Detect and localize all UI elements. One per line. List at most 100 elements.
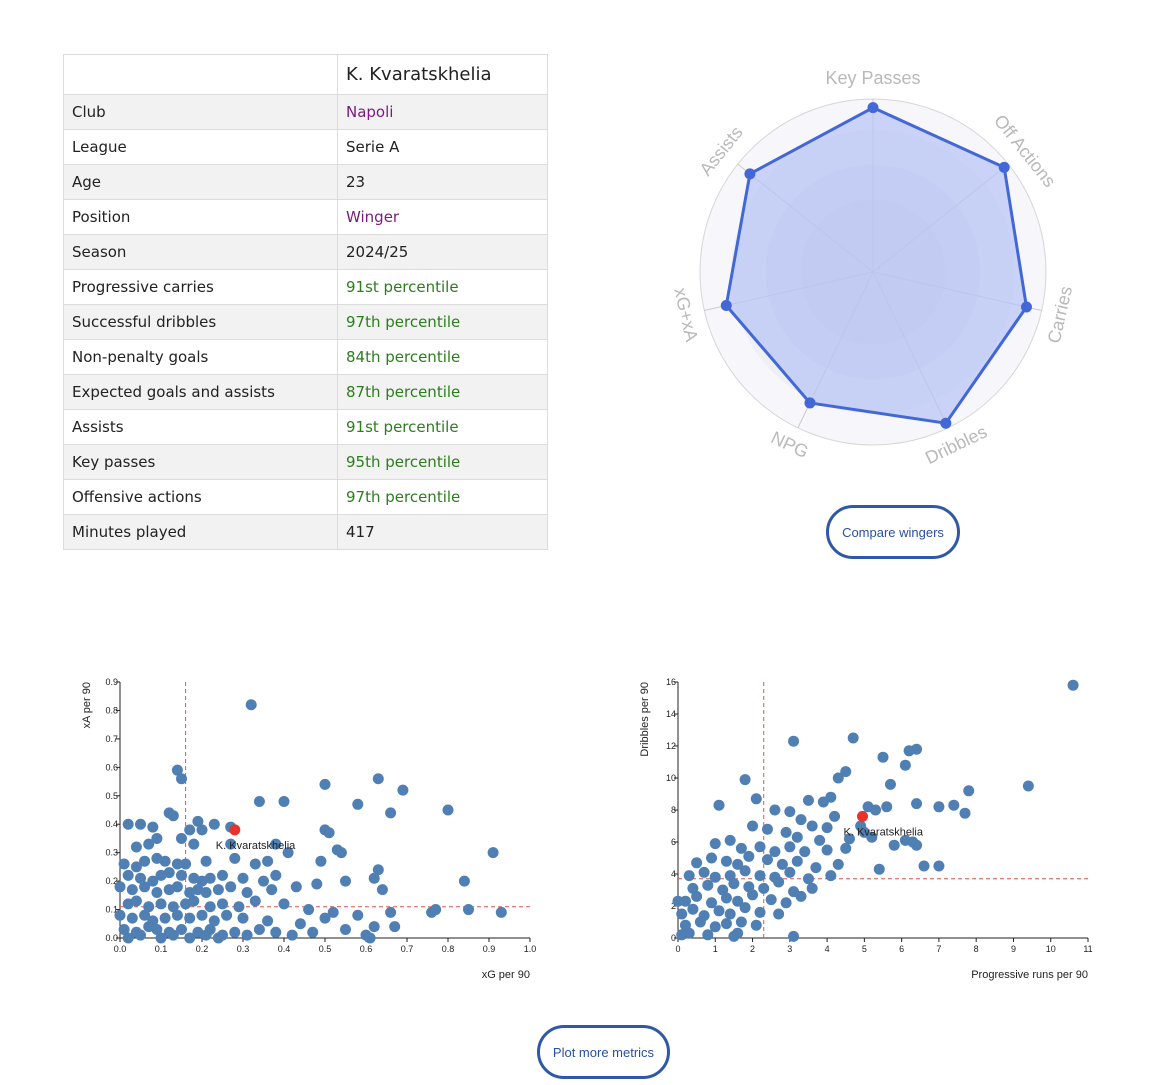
scatter-point: [130, 861, 142, 873]
highlight-point: [857, 810, 868, 822]
scatter-point: [754, 906, 766, 918]
scatter-point: [303, 904, 315, 916]
scatter-point: [840, 766, 852, 778]
scatter-point: [843, 833, 855, 845]
scatter-point: [180, 858, 192, 870]
table-row: Offensive actions 97th percentile: [63, 479, 548, 515]
scatter-point: [122, 932, 134, 944]
scatter-point: [352, 909, 364, 921]
scatter-point: [212, 884, 224, 896]
scatter-point: [258, 875, 269, 887]
scatter-point: [262, 915, 274, 927]
scatter-point: [765, 894, 777, 906]
player-stats-table: K. Kvaratskhelia Club Napoli League Serie A…: [63, 54, 548, 550]
x-tick-label: 9: [1011, 944, 1016, 954]
row-value: 97th percentile: [337, 304, 548, 340]
scatter-point: [769, 846, 781, 858]
scatter-point: [463, 904, 474, 916]
highlight-point: [229, 824, 241, 836]
x-tick-label: 8: [974, 944, 979, 954]
scatter-point: [821, 844, 833, 856]
header-empty-cell: [63, 54, 338, 95]
x-tick-label: 0.1: [155, 944, 168, 954]
scatter-point: [832, 772, 844, 784]
radar-axis-label: NPG: [768, 427, 812, 462]
scatter-point: [171, 858, 183, 870]
x-tick-label: 10: [1046, 944, 1056, 954]
scatter-point: [829, 810, 841, 822]
scatter-point: [135, 929, 146, 941]
scatter-point: [159, 912, 171, 924]
x-tick-label: 0.0: [114, 944, 127, 954]
scatter-point: [739, 865, 751, 877]
x-tick-label: 0.9: [483, 944, 496, 954]
scatter-point: [881, 801, 893, 813]
scatter-point: [167, 929, 179, 941]
scatter-point: [397, 784, 409, 796]
radar-axis-label: xG+xA: [670, 286, 702, 344]
scatter-point: [184, 932, 196, 944]
scatter-point: [825, 870, 837, 882]
x-tick-label: 6: [899, 944, 904, 954]
table-row: Club Napoli: [63, 94, 548, 130]
scatter-point: [806, 882, 818, 894]
table-header-row: K. Kvaratskhelia: [63, 54, 548, 95]
y-tick-label: 0.5: [105, 791, 118, 801]
scatter-point: [735, 842, 747, 854]
scatter-point: [389, 921, 401, 933]
scatter-point: [163, 867, 175, 879]
scatter-point: [225, 838, 237, 850]
scatter-point: [888, 839, 900, 851]
scatter-point: [709, 921, 721, 933]
scatter-point: [799, 846, 811, 858]
y-tick-label: 8: [671, 805, 676, 815]
scatter-point: [817, 796, 829, 808]
x-tick-label: 2: [750, 944, 755, 954]
x-tick-label: 5: [862, 944, 867, 954]
scatter-point: [118, 923, 130, 935]
scatter-point: [167, 810, 179, 822]
plot-more-metrics-button[interactable]: Plot more metrics: [537, 1025, 670, 1079]
scatter-point: [911, 798, 923, 810]
table-row: Assists 91st percentile: [63, 409, 548, 445]
scatter-point: [840, 842, 852, 854]
scatter-point: [122, 869, 134, 881]
scatter-point: [795, 814, 807, 826]
table-row: Position Winger: [63, 199, 548, 235]
scatter-point: [176, 773, 187, 785]
scatter-point: [709, 838, 721, 850]
scatter-point: [151, 923, 163, 935]
row-label: Successful dribbles: [63, 304, 338, 340]
scatter-point: [870, 804, 882, 816]
radar-area: [724, 106, 1028, 425]
scatter-point: [903, 745, 915, 757]
scatter-point: [188, 838, 200, 850]
highlight-label: K. Kvaratskhelia: [216, 840, 296, 852]
scatter-point: [442, 804, 454, 816]
radar-point: [744, 168, 756, 180]
compare-wingers-button[interactable]: Compare wingers: [826, 505, 960, 559]
row-label: Minutes played: [63, 514, 338, 550]
scatter-point: [702, 929, 714, 941]
scatter-point: [884, 778, 896, 790]
scatter-point: [176, 923, 187, 935]
x-tick-label: 0.3: [237, 944, 250, 954]
row-label: Expected goals and assists: [63, 374, 338, 410]
scatter-point: [430, 904, 442, 916]
scatter-point: [270, 869, 282, 881]
scatter-point: [810, 862, 822, 874]
scatter-point: [212, 932, 224, 944]
scatter-point: [1022, 780, 1034, 792]
radar-axis-label: Carries: [1044, 284, 1076, 345]
scatter-point: [784, 806, 796, 818]
scatter-point: [385, 906, 397, 918]
y-tick-label: 0.4: [105, 819, 118, 829]
radar-point: [1020, 301, 1032, 313]
y-tick-label: 12: [666, 741, 676, 751]
row-label: Assists: [63, 409, 338, 445]
y-tick-label: 0.7: [105, 734, 118, 744]
scatter-point: [495, 906, 507, 918]
scatter-point: [385, 807, 397, 819]
scatter-point: [899, 759, 911, 771]
